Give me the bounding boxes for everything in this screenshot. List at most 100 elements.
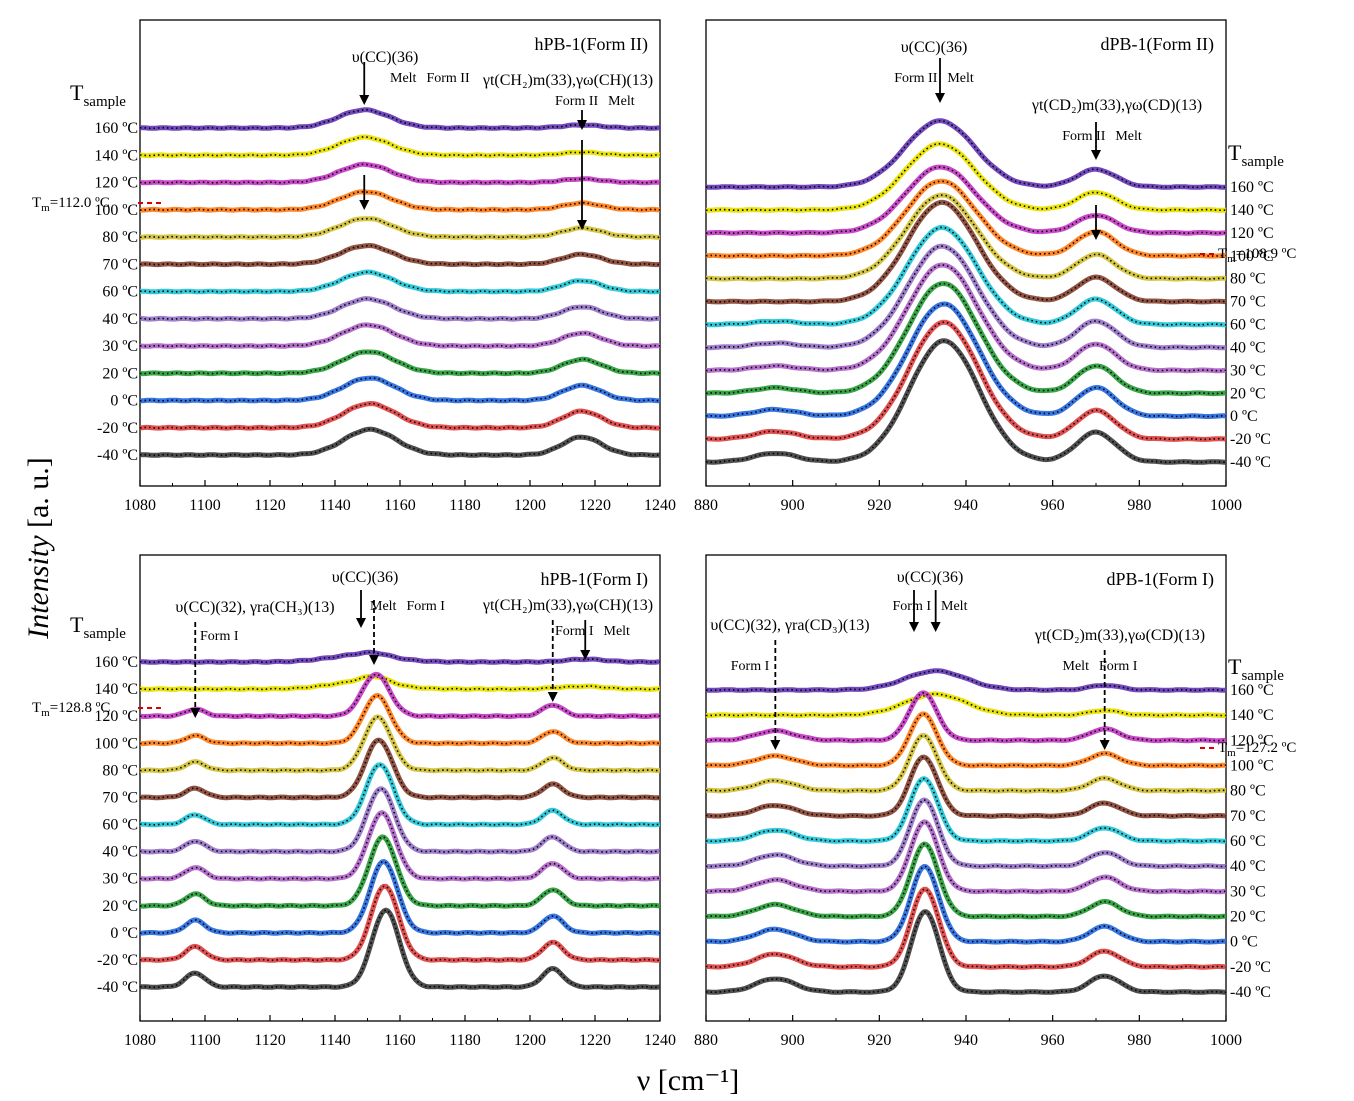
- series-line-5: [140, 243, 660, 268]
- peak-annotation: υ(CC)(32), γra(CH₃)(13): [175, 599, 334, 616]
- temp-label: 120 ºC: [94, 175, 138, 192]
- tsample-label: Tsample: [70, 80, 126, 110]
- x-tick-label: 1140: [319, 1032, 350, 1049]
- arrow-head: [577, 120, 587, 130]
- temp-label: -20 ºC: [1230, 959, 1271, 976]
- series-fit-6: [706, 226, 1226, 326]
- x-tick-label: 900: [781, 497, 805, 514]
- temp-label: 70 ºC: [102, 256, 138, 273]
- peak-annotation: γt(CH₂)m(33),γω(CH)(13): [482, 597, 653, 614]
- temp-label: 0 ºC: [110, 925, 138, 942]
- peak-annotation: Form II Melt: [894, 71, 974, 86]
- temp-label: 80 ºC: [1230, 783, 1266, 800]
- temp-label: 100 ºC: [94, 202, 138, 219]
- peak-annotation: Form II Melt: [555, 94, 635, 109]
- x-tick-label: 1200: [514, 497, 546, 514]
- temp-label: 20 ºC: [1230, 909, 1266, 926]
- series-line-10: [706, 301, 1226, 419]
- temp-label: 60 ºC: [1230, 317, 1266, 334]
- panel-title: hPB-1(Form II): [535, 34, 649, 55]
- temp-label: 40 ºC: [102, 311, 138, 328]
- temp-label: 0 ºC: [110, 393, 138, 410]
- series-fit-3: [140, 190, 660, 211]
- panel-title: hPB-1(Form I): [541, 569, 649, 590]
- x-tick-label: 1000: [1210, 497, 1242, 514]
- temp-label: 0 ºC: [1230, 934, 1258, 951]
- x-tick-label: 940: [954, 1032, 978, 1049]
- peak-annotation: Melt Form I: [1063, 659, 1138, 674]
- panel-title: dPB-1(Form II): [1101, 34, 1215, 55]
- peak-annotation: υ(CC)(36): [332, 569, 399, 586]
- series-fit-2: [706, 166, 1226, 234]
- panel-dPB1-II: 880 900 920 940 960 980 1000 dPB-1(Form II) 160 …: [694, 19, 1296, 514]
- temp-label: 70 ºC: [1230, 294, 1266, 311]
- peak-annotation: Form I Melt: [893, 599, 968, 614]
- temp-label: 20 ºC: [102, 898, 138, 915]
- series-line-10: [706, 864, 1226, 945]
- series-fit-3: [140, 694, 660, 745]
- panel-dPB1-I: 880 900 920 940 960 980 1000 dPB-1(Form I) 160 º…: [694, 554, 1296, 1049]
- series-fit-9: [140, 351, 660, 375]
- y-axis-label: Intensity [a. u.]: [22, 457, 55, 640]
- series-line-11: [140, 401, 660, 431]
- series-fit-7: [706, 245, 1226, 349]
- temp-label: 120 ºC: [1230, 732, 1274, 749]
- series-fit-1: [140, 675, 660, 691]
- series-line-3: [140, 693, 660, 747]
- x-tick-label: 1180: [449, 497, 480, 514]
- curves: [706, 668, 1226, 995]
- temp-label: 100 ºC: [1230, 758, 1274, 775]
- series-line-7: [140, 296, 660, 322]
- x-tick-label: 920: [867, 1032, 891, 1049]
- series-fit-8: [706, 821, 1226, 893]
- temp-label: 60 ºC: [1230, 833, 1266, 850]
- series-fit-2: [140, 163, 660, 184]
- temp-label: 160 ºC: [1230, 682, 1274, 699]
- series-line-12: [706, 338, 1226, 465]
- temp-label: 140 ºC: [1230, 202, 1274, 219]
- arrow-head: [930, 622, 941, 632]
- series-line-9: [706, 841, 1226, 920]
- series-line-4: [706, 732, 1226, 794]
- peak-annotation: Form I Melt: [555, 624, 630, 639]
- temp-label: 120 ºC: [94, 708, 138, 725]
- series-fit-9: [140, 836, 660, 907]
- peak-annotation: Form II Melt: [1062, 129, 1142, 144]
- series-fit-12: [706, 339, 1226, 464]
- temp-label: 20 ºC: [102, 365, 138, 382]
- temp-label: 30 ºC: [102, 338, 138, 355]
- temp-label: 20 ºC: [1230, 385, 1266, 402]
- x-tick-label: 980: [1127, 497, 1151, 514]
- peak-annotation: Melt Form I: [370, 599, 445, 614]
- series-line-6: [140, 269, 660, 295]
- curves: [140, 649, 660, 990]
- series-line-0: [706, 118, 1226, 190]
- temp-label: 40 ºC: [1230, 339, 1266, 356]
- series-fit-7: [140, 297, 660, 320]
- arrow-head: [770, 740, 781, 750]
- panel-title: dPB-1(Form I): [1107, 569, 1215, 590]
- temp-label: -20 ºC: [1230, 431, 1271, 448]
- x-tick-label: 900: [781, 1032, 805, 1049]
- x-tick-label: 1100: [189, 497, 220, 514]
- temp-label: 120 ºC: [1230, 225, 1274, 242]
- series-fit-6: [140, 271, 660, 293]
- series-line-1: [706, 691, 1226, 718]
- x-tick-label: 1220: [579, 497, 611, 514]
- temp-label: 160 ºC: [94, 654, 138, 671]
- tm-label: Tm=127.2 ºC: [1218, 740, 1296, 759]
- series-fit-4: [140, 217, 660, 239]
- series-fit-7: [706, 799, 1226, 868]
- series-fit-12: [140, 428, 660, 457]
- peak-annotation: υ(CC)(36): [352, 49, 419, 66]
- arrow-head: [1091, 230, 1101, 240]
- temp-label: 80 ºC: [102, 229, 138, 246]
- temp-label: 140 ºC: [1230, 707, 1274, 724]
- temp-label: 160 ºC: [1230, 179, 1274, 196]
- x-tick-label: 1180: [449, 1032, 480, 1049]
- tm-label: Tm=108.9 ºC: [1218, 246, 1296, 265]
- arrow-head: [359, 200, 370, 210]
- series-line-3: [706, 711, 1226, 769]
- temp-label: 70 ºC: [102, 789, 138, 806]
- series-fit-1: [706, 693, 1226, 717]
